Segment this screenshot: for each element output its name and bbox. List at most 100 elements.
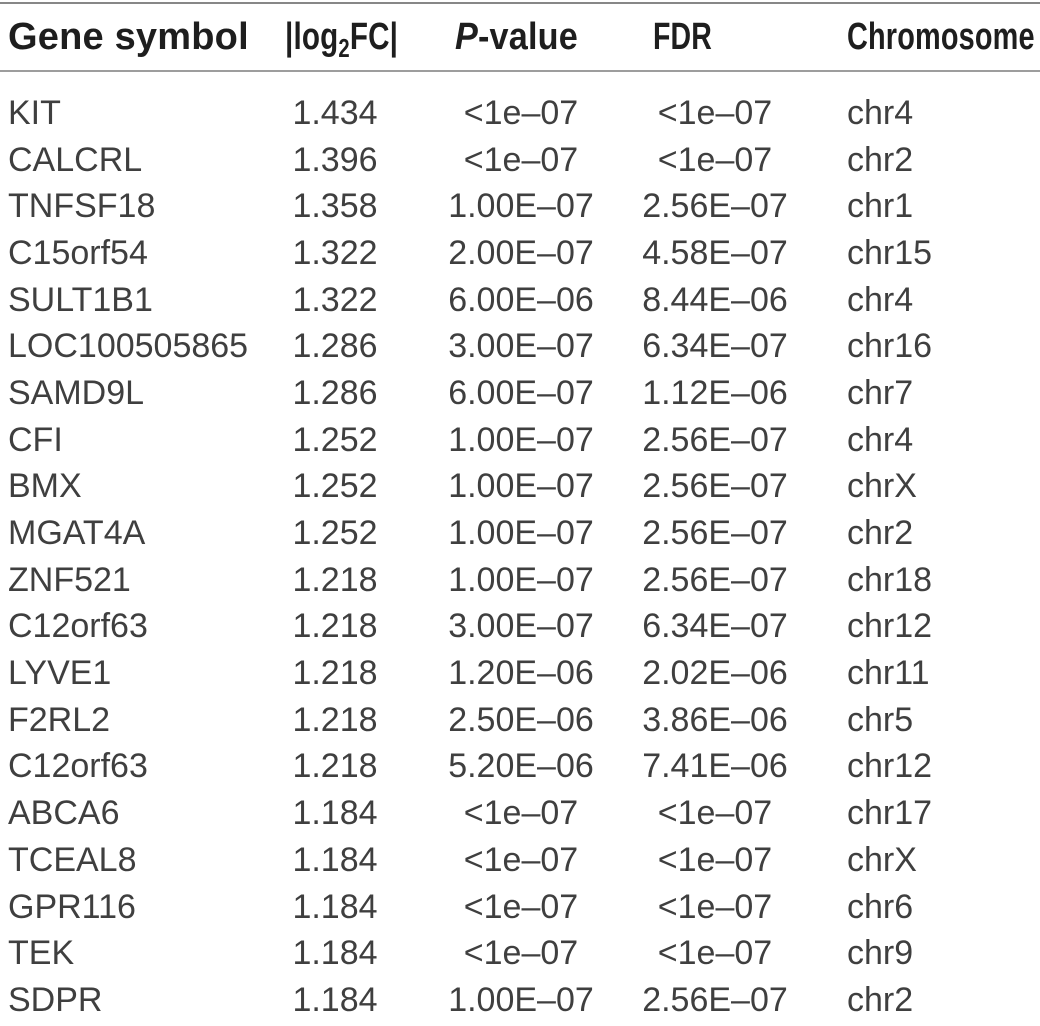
cell-log2fc: 1.184 [292, 980, 378, 1019]
cell-chromosome: chr7 [847, 373, 914, 412]
table-row: LYVE1 1.218 1.20E–06 2.02E–06 chr11 [0, 650, 1040, 697]
cell-gene-symbol: ABCA6 [8, 794, 120, 833]
cell-chromosome: chr6 [847, 887, 914, 926]
table-row: KIT 1.434 <1e–07 <1e–07 chr4 [0, 90, 1040, 137]
cell-chromosome: chrX [847, 840, 917, 879]
cell-gene-symbol: SULT1B1 [8, 280, 153, 319]
table-row: SAMD9L 1.286 6.00E–07 1.12E–06 chr7 [0, 370, 1040, 417]
cell-chromosome: chr18 [847, 560, 933, 599]
cell-log2fc: 1.252 [292, 514, 378, 553]
cell-chromosome: chr12 [847, 607, 933, 646]
cell-fdr: 2.56E–07 [642, 187, 788, 226]
cell-gene-symbol: TCEAL8 [8, 840, 137, 879]
cell-fdr: <1e–07 [657, 840, 773, 879]
cell-gene-symbol: TNFSF18 [8, 187, 156, 226]
table-row: SDPR 1.184 1.00E–07 2.56E–07 chr2 [0, 977, 1040, 1024]
cell-gene-symbol: MGAT4A [8, 514, 146, 553]
cell-log2fc: 1.218 [292, 700, 378, 739]
cell-log2fc: 1.218 [292, 607, 378, 646]
cell-pvalue: 1.00E–07 [448, 187, 594, 226]
cell-log2fc: 1.434 [292, 93, 378, 132]
cell-pvalue: 5.20E–06 [448, 747, 594, 786]
table-row: GPR116 1.184 <1e–07 <1e–07 chr6 [0, 884, 1040, 931]
cell-pvalue: <1e–07 [463, 934, 579, 973]
cell-chromosome: chr5 [847, 700, 914, 739]
cell-log2fc: 1.184 [292, 840, 378, 879]
cell-log2fc: 1.358 [292, 187, 378, 226]
table-row: LOC100505865 1.286 3.00E–07 6.34E–07 chr… [0, 323, 1040, 370]
table-row: BMX 1.252 1.00E–07 2.56E–07 chrX [0, 464, 1040, 511]
cell-log2fc: 1.184 [292, 887, 378, 926]
cell-gene-symbol: CALCRL [8, 140, 143, 179]
cell-chromosome: chr11 [847, 654, 930, 693]
cell-fdr: <1e–07 [657, 93, 773, 132]
cell-pvalue: <1e–07 [463, 840, 579, 879]
cell-fdr: 2.56E–07 [642, 467, 788, 506]
cell-log2fc: 1.184 [292, 934, 378, 973]
cell-log2fc: 1.322 [292, 233, 378, 272]
cell-fdr: 2.56E–07 [642, 560, 788, 599]
cell-gene-symbol: C12orf63 [8, 747, 148, 786]
cell-pvalue: <1e–07 [463, 794, 579, 833]
cell-chromosome: chrX [847, 467, 917, 506]
cell-gene-symbol: LYVE1 [8, 654, 112, 693]
table-row: C15orf54 1.322 2.00E–07 4.58E–07 chr15 [0, 230, 1040, 277]
cell-log2fc: 1.252 [292, 420, 378, 459]
cell-chromosome: chr17 [847, 794, 933, 833]
cell-pvalue: 1.20E–06 [448, 654, 594, 693]
table-row: CALCRL 1.396 <1e–07 <1e–07 chr2 [0, 137, 1040, 184]
cell-chromosome: chr4 [847, 280, 914, 319]
cell-log2fc: 1.286 [292, 373, 378, 412]
cell-log2fc: 1.322 [292, 280, 378, 319]
cell-log2fc: 1.218 [292, 560, 378, 599]
cell-chromosome: chr1 [847, 187, 914, 226]
cell-chromosome: chr12 [847, 747, 933, 786]
cell-log2fc: 1.396 [292, 140, 378, 179]
fdr-header-label: FDR [653, 15, 713, 58]
table-row: F2RL2 1.218 2.50E–06 3.86E–06 chr5 [0, 697, 1040, 744]
cell-pvalue: 1.00E–07 [448, 980, 594, 1019]
column-header-chromosome: Chromosome [808, 16, 1040, 59]
cell-log2fc: 1.218 [292, 654, 378, 693]
cell-fdr: <1e–07 [657, 140, 773, 179]
gene-symbol-header-label: Gene symbol [8, 15, 249, 58]
table-row: TCEAL8 1.184 <1e–07 <1e–07 chrX [0, 837, 1040, 884]
table-row: TEK 1.184 <1e–07 <1e–07 chr9 [0, 930, 1040, 977]
column-header-gene-symbol: Gene symbol [0, 16, 250, 59]
cell-log2fc: 1.252 [292, 467, 378, 506]
cell-log2fc: 1.218 [292, 747, 378, 786]
cell-pvalue: 3.00E–07 [448, 327, 594, 366]
table-header-row: Gene symbol |log2FC| P-value FDR Chromos… [0, 4, 1040, 70]
cell-pvalue: 6.00E–07 [448, 373, 594, 412]
cell-gene-symbol: BMX [8, 467, 82, 506]
cell-chromosome: chr4 [847, 93, 914, 132]
cell-fdr: <1e–07 [657, 887, 773, 926]
cell-log2fc: 1.184 [292, 794, 378, 833]
cell-chromosome: chr2 [847, 980, 914, 1019]
header-divider-rule [0, 70, 1040, 72]
table-row: CFI 1.252 1.00E–07 2.56E–07 chr4 [0, 417, 1040, 464]
cell-gene-symbol: SDPR [8, 980, 103, 1019]
column-header-log2fc: |log2FC| [250, 15, 420, 63]
table-row: ABCA6 1.184 <1e–07 <1e–07 chr17 [0, 790, 1040, 837]
table-row: ZNF521 1.218 1.00E–07 2.56E–07 chr18 [0, 557, 1040, 604]
table-top-rule [0, 2, 1040, 4]
cell-fdr: 7.41E–06 [642, 747, 788, 786]
pvalue-italic-p: P [455, 15, 478, 58]
cell-fdr: 2.56E–07 [642, 420, 788, 459]
table-row: C12orf63 1.218 3.00E–07 6.34E–07 chr12 [0, 604, 1040, 651]
cell-log2fc: 1.286 [292, 327, 378, 366]
cell-chromosome: chr2 [847, 140, 914, 179]
table-row: MGAT4A 1.252 1.00E–07 2.56E–07 chr2 [0, 510, 1040, 557]
cell-pvalue: 1.00E–07 [448, 420, 594, 459]
pvalue-header-label: P-value [455, 15, 578, 58]
cell-gene-symbol: CFI [8, 420, 63, 459]
table-row: SULT1B1 1.322 6.00E–06 8.44E–06 chr4 [0, 277, 1040, 324]
table-body: KIT 1.434 <1e–07 <1e–07 chr4 CALCRL 1.39… [0, 72, 1040, 1024]
cell-pvalue: 2.50E–06 [448, 700, 594, 739]
cell-gene-symbol: ZNF521 [8, 560, 131, 599]
cell-pvalue: 1.00E–07 [448, 514, 594, 553]
cell-chromosome: chr2 [847, 514, 914, 553]
log2fc-header-label: |log2FC| [285, 15, 399, 63]
